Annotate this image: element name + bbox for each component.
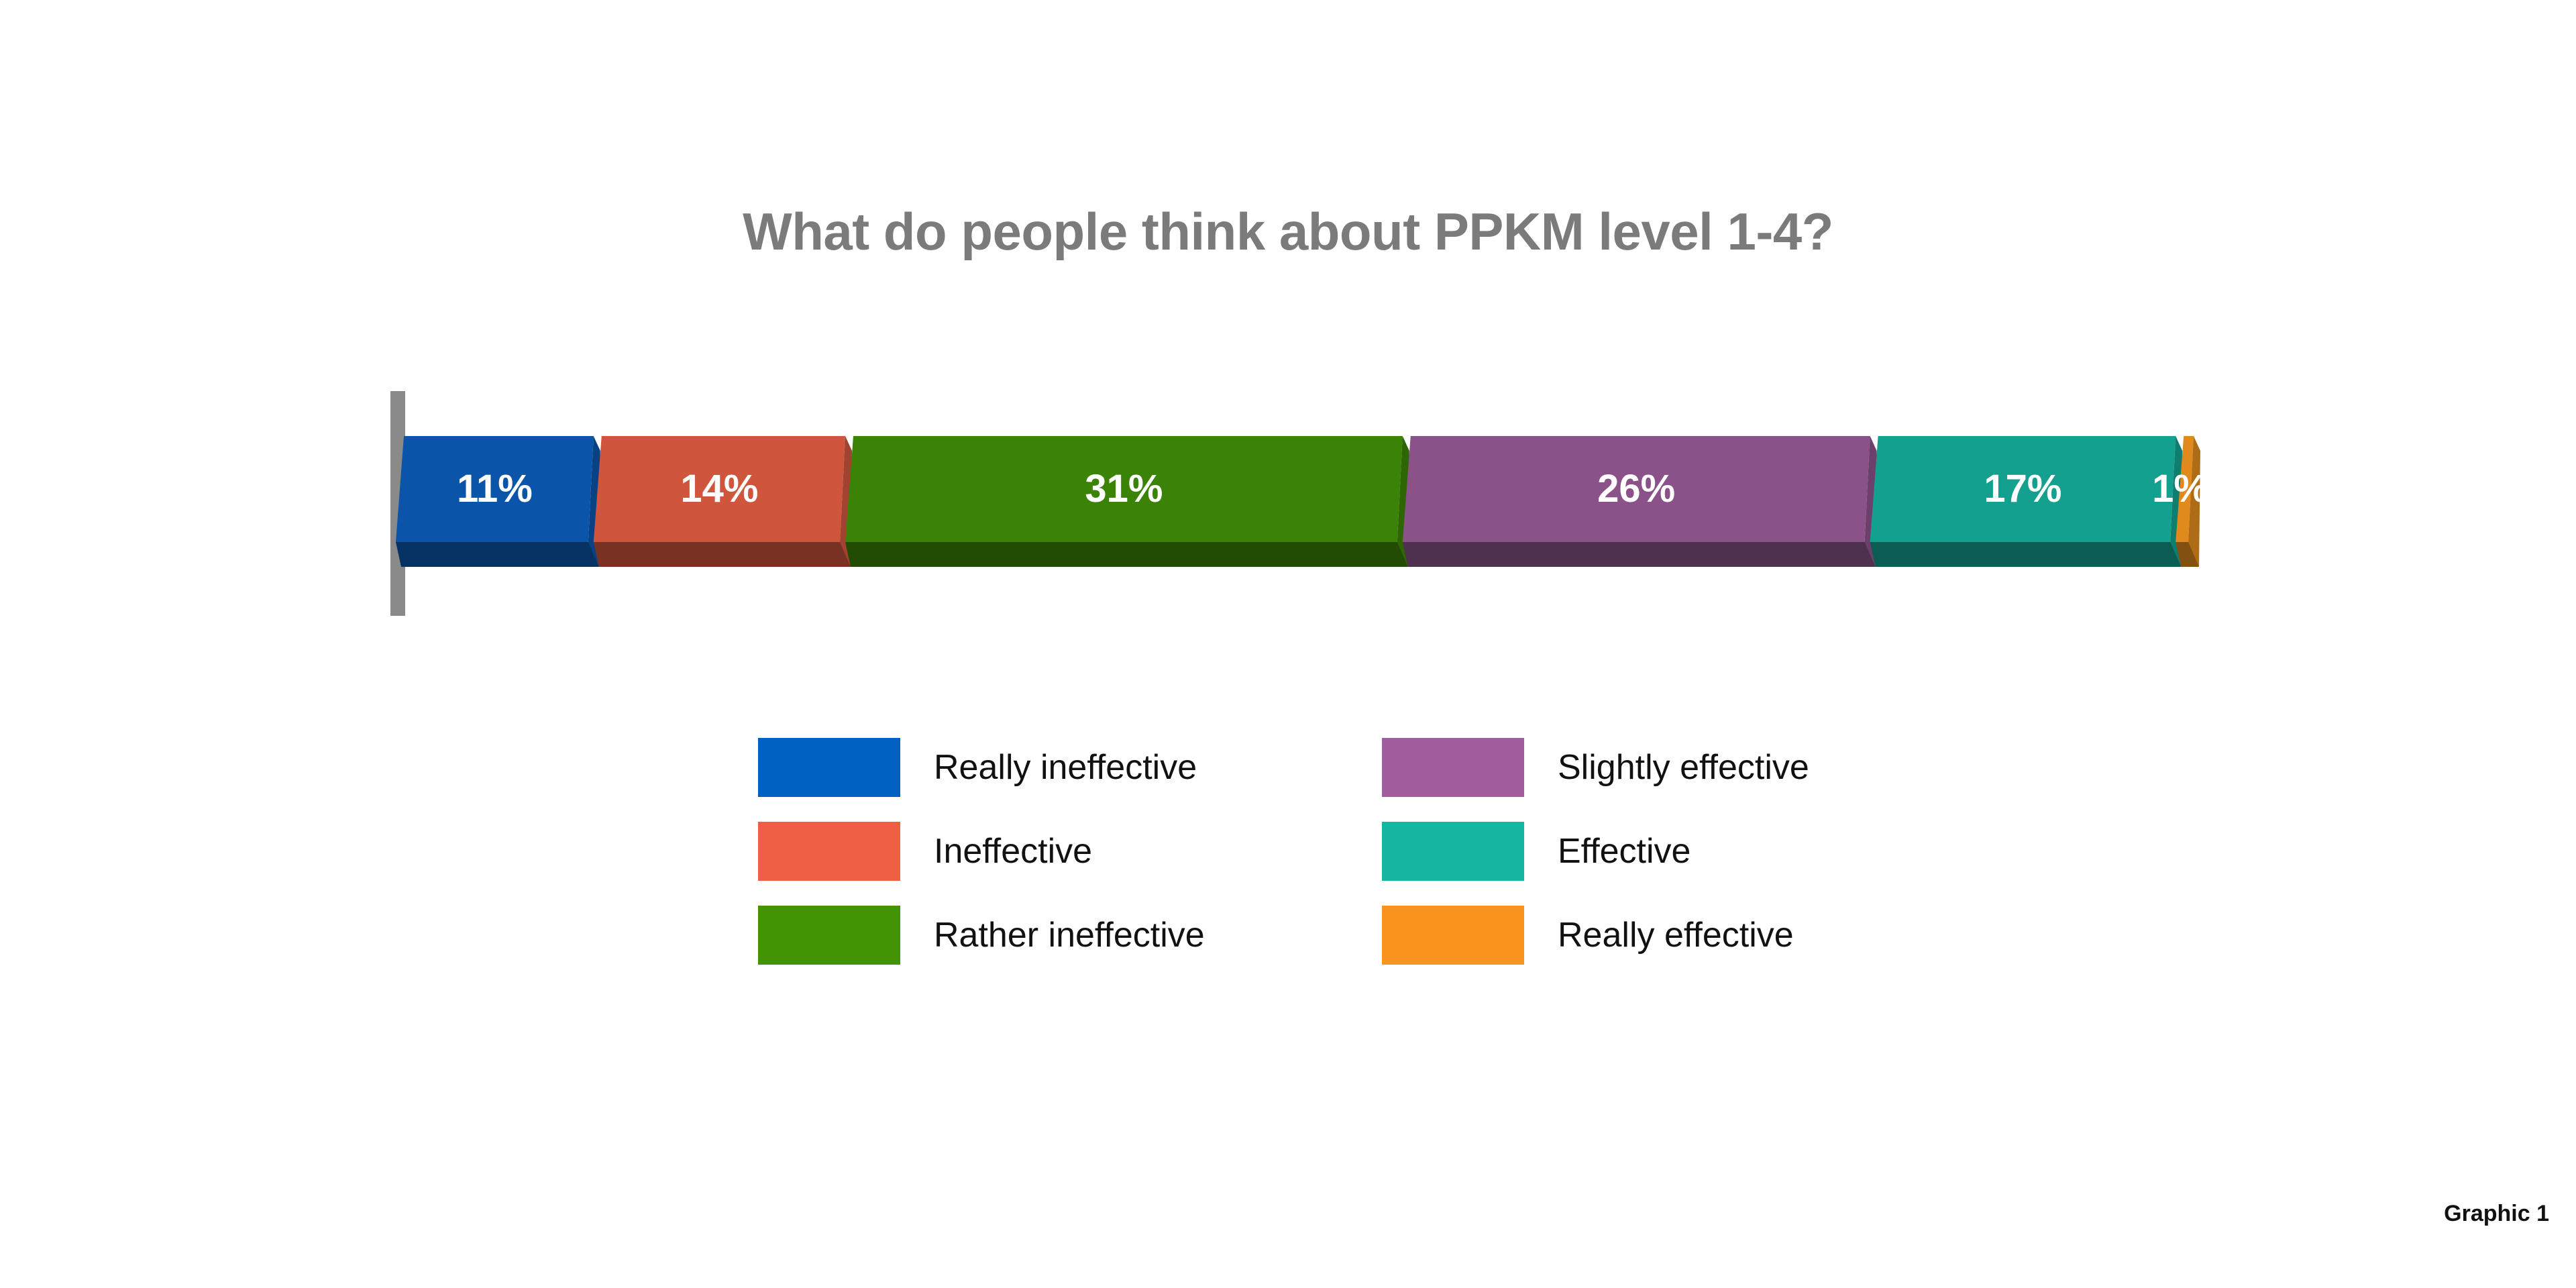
bar-bottom-face <box>1870 542 2182 567</box>
legend-label: Slightly effective <box>1558 748 1809 787</box>
bar-segment-slightly-effective <box>1402 436 1877 567</box>
data-label: 17% <box>1984 467 2061 511</box>
bar-front-face <box>396 436 594 542</box>
bar-segment-really-ineffective <box>396 436 600 567</box>
data-label: 11% <box>457 467 533 511</box>
bar-front-face <box>1402 436 1870 542</box>
legend-label: Really ineffective <box>934 748 1197 787</box>
bar-front-face <box>2176 436 2194 542</box>
bar-side-face <box>2188 436 2200 567</box>
bar-bottom-face <box>1402 542 1876 567</box>
legend-swatch <box>1382 906 1524 965</box>
chart-title: What do people think about PPKM level 1-… <box>743 202 1833 261</box>
legend-swatch <box>758 738 900 797</box>
legend-swatch <box>1382 822 1524 881</box>
legend-label: Ineffective <box>934 832 1093 871</box>
bar-bottom-face <box>396 542 599 567</box>
bar-bottom-face <box>593 542 851 567</box>
bar-segment-effective <box>1870 436 2183 567</box>
data-label: 26% <box>1597 467 1675 511</box>
data-label: 14% <box>680 467 758 511</box>
bar-segment-rather-ineffective <box>845 436 1409 567</box>
legend-label: Really effective <box>1558 916 1794 955</box>
legend-label: Effective <box>1558 832 1691 871</box>
graphic-caption: Graphic 1 <box>2444 1201 2549 1226</box>
bar-segment-really-effective <box>2176 436 2200 567</box>
bar-front-face <box>1870 436 2176 542</box>
bar-front-face <box>593 436 845 542</box>
legend-swatch <box>758 906 900 965</box>
legend-label: Rather ineffective <box>934 916 1205 955</box>
legend-swatch <box>758 822 900 881</box>
data-label: 31% <box>1085 467 1163 511</box>
bar-bottom-face <box>845 542 1408 567</box>
data-label: 1% <box>2152 467 2208 511</box>
legend-swatch <box>1382 738 1524 797</box>
bar-front-face <box>845 436 1403 542</box>
